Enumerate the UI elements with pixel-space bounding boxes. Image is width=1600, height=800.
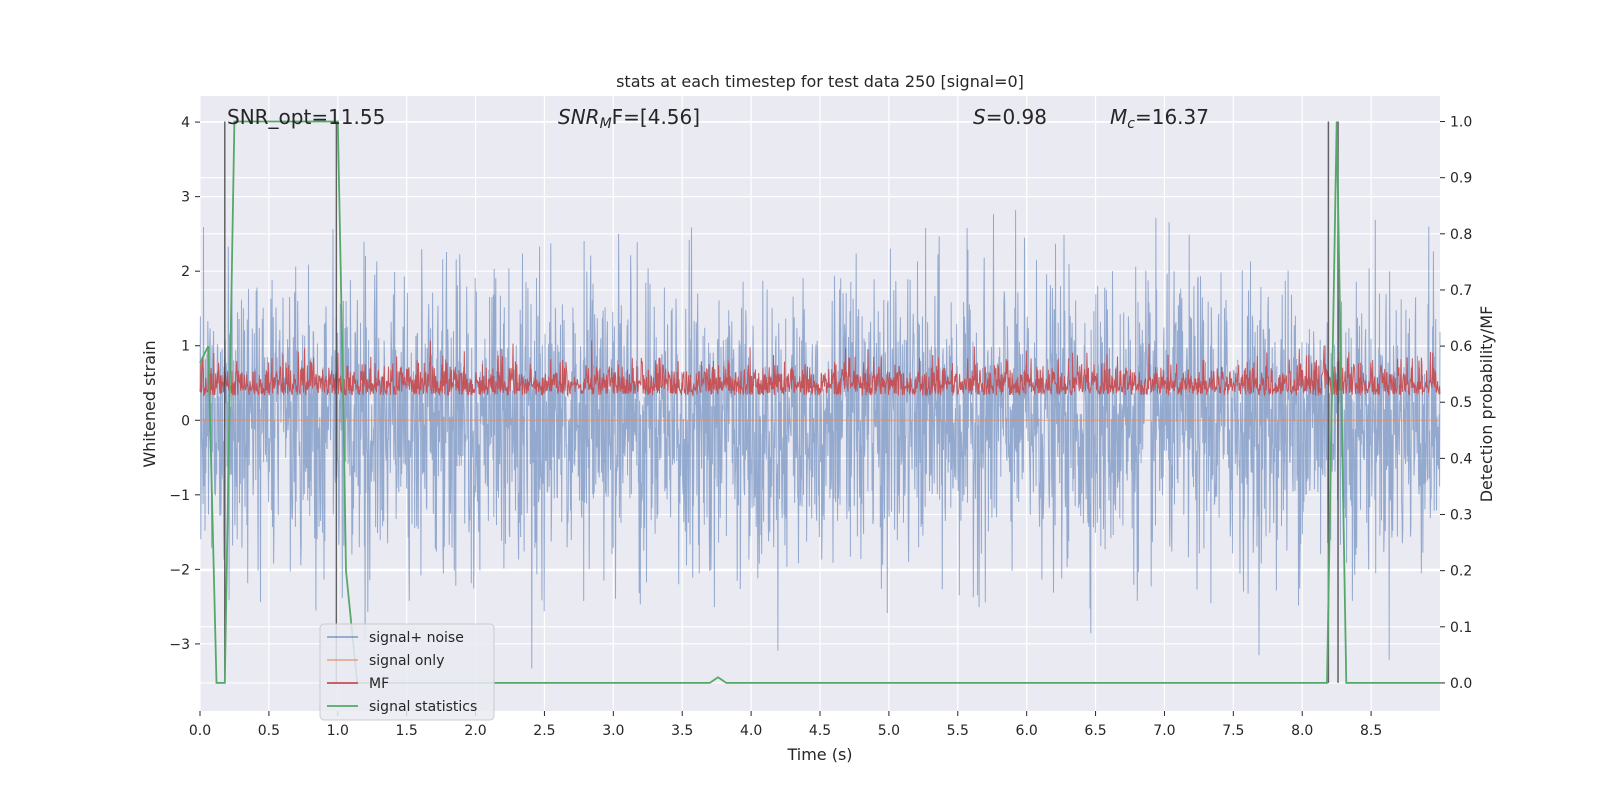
x-tick-label: 8.5 bbox=[1360, 723, 1382, 739]
legend-label-signal-only: signal only bbox=[369, 653, 444, 669]
y2-tick-label: 0.8 bbox=[1450, 227, 1472, 243]
y2-tick-label: 0.9 bbox=[1450, 171, 1472, 187]
chart-title: stats at each timestep for test data 250… bbox=[616, 72, 1024, 91]
legend-box bbox=[319, 623, 495, 721]
x-tick-label: 8.0 bbox=[1291, 723, 1313, 739]
y-tick-label: 3 bbox=[181, 190, 190, 206]
annotations: SNR_opt=11.55 SNRMF=[4.56] S=0.98 Mc=16.… bbox=[227, 105, 1209, 132]
y-tick-label: 2 bbox=[181, 264, 190, 280]
y-tick-label: 0 bbox=[181, 413, 190, 429]
annotation-mc: Mc=16.37 bbox=[1110, 105, 1209, 132]
x-tick-label: 7.0 bbox=[1153, 723, 1175, 739]
x-tick-label: 3.5 bbox=[671, 723, 693, 739]
y2-tick-label: 0.6 bbox=[1450, 339, 1472, 355]
y-axis-right: 0.0 0.1 0.2 0.3 0.4 0.5 0.6 0.7 0.8 0.9 1.0 bbox=[1440, 115, 1472, 692]
x-tick-label: 4.5 bbox=[809, 723, 831, 739]
annotation-s: S=0.98 bbox=[973, 105, 1047, 129]
y2-tick-label: 0.1 bbox=[1450, 620, 1472, 636]
annotation-snr-opt: SNR_opt=11.55 bbox=[227, 105, 385, 129]
series-signal-statistics bbox=[199, 120, 1440, 684]
x-tick-label: 2.5 bbox=[533, 723, 555, 739]
x-tick-label: 1.0 bbox=[327, 723, 349, 739]
x-tick-label: 0.5 bbox=[258, 723, 280, 739]
x-tick-label: 6.0 bbox=[1016, 723, 1038, 739]
x-tick-label: 1.5 bbox=[396, 723, 418, 739]
y-tick-label: 1 bbox=[181, 339, 190, 355]
y2-tick-label: 0.7 bbox=[1450, 283, 1472, 299]
y2-axis-label: Detection probability/MF bbox=[1477, 306, 1496, 503]
y-tick-label: −1 bbox=[169, 488, 190, 504]
x-tick-label: 3.0 bbox=[602, 723, 624, 739]
y2-tick-label: 0.2 bbox=[1450, 564, 1472, 580]
x-tick-label: 5.0 bbox=[878, 723, 900, 739]
y-tick-label: 4 bbox=[181, 115, 190, 131]
x-axis: 0.0 0.5 1.0 1.5 2.0 2.5 3.0 3.5 4.0 4.5 5.0 5.5 6.0 6… bbox=[189, 711, 1382, 739]
y-axis-label: Whitened strain bbox=[140, 340, 159, 467]
x-tick-label: 7.5 bbox=[1222, 723, 1244, 739]
y-tick-label: −2 bbox=[169, 562, 190, 578]
legend-label-mf: MF bbox=[369, 676, 389, 692]
y2-tick-label: 0.3 bbox=[1450, 508, 1472, 524]
series-mf bbox=[199, 340, 1441, 398]
y-tick-label: −3 bbox=[169, 637, 190, 653]
plot-series bbox=[199, 120, 1441, 684]
y2-tick-label: 0.5 bbox=[1450, 395, 1472, 411]
y2-tick-label: 0.4 bbox=[1450, 451, 1472, 467]
legend-label-signal-noise: signal+ noise bbox=[369, 630, 464, 646]
x-tick-label: 4.0 bbox=[740, 723, 762, 739]
y-axis-left: −3 −2 −1 0 1 2 3 4 bbox=[169, 115, 200, 653]
y2-tick-label: 1.0 bbox=[1450, 115, 1472, 131]
x-tick-label: 0.0 bbox=[189, 723, 211, 739]
legend-label-signal-statistics: signal statistics bbox=[369, 699, 477, 715]
x-tick-label: 6.5 bbox=[1084, 723, 1106, 739]
annotation-snr-mf: SNRMF=[4.56] bbox=[558, 105, 700, 132]
legend: signal+ noise signal only MF signal stat… bbox=[319, 623, 495, 721]
x-tick-label: 2.0 bbox=[464, 723, 486, 739]
series-signal-noise bbox=[199, 210, 1441, 669]
x-axis-label: Time (s) bbox=[786, 745, 852, 764]
y2-tick-label: 0.0 bbox=[1450, 676, 1472, 692]
x-tick-label: 5.5 bbox=[947, 723, 969, 739]
